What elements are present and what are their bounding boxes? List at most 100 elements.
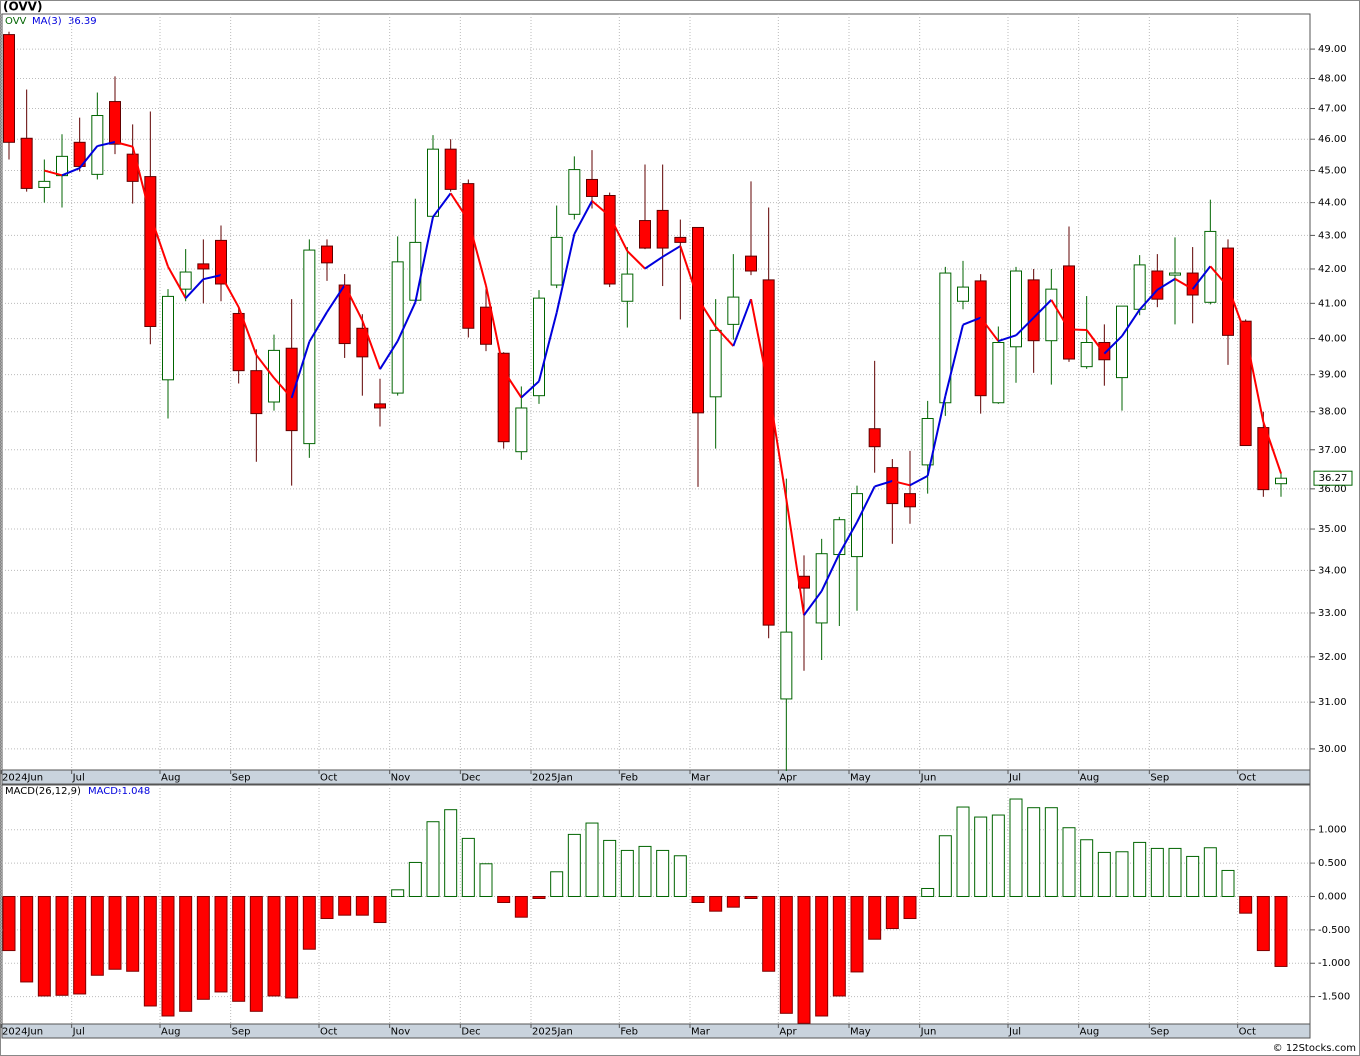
macd-bar xyxy=(1133,841,1147,897)
candle-body xyxy=(480,306,492,345)
ma-name: MA(3) xyxy=(32,16,62,27)
macd-name: MACD: xyxy=(88,786,121,797)
candle-body xyxy=(356,327,369,358)
x-tick-label: Feb xyxy=(620,773,638,784)
x-tick-label: Sep xyxy=(1150,1027,1169,1038)
x-tick-label: 2024Jun xyxy=(2,773,43,784)
ma-segment xyxy=(892,479,911,487)
symbol: OVV xyxy=(5,16,27,27)
ma-segment xyxy=(608,215,629,252)
ma-segment xyxy=(1015,316,1035,337)
candle-body xyxy=(533,297,545,397)
ma-segment xyxy=(237,306,258,356)
ma-segment xyxy=(785,499,805,616)
macd-bar xyxy=(338,895,352,916)
ma-segment xyxy=(1156,278,1176,291)
ma-segment xyxy=(97,141,116,148)
macd-bar xyxy=(179,895,193,1012)
candle-body xyxy=(268,349,280,403)
ma-segment xyxy=(573,200,593,235)
ma-segment xyxy=(379,340,399,370)
candle-body xyxy=(1257,427,1270,491)
x-tick-label: Jun xyxy=(920,773,937,784)
macd-bar xyxy=(444,809,458,897)
ma-segment xyxy=(979,317,1000,342)
macd-bar xyxy=(1239,895,1253,914)
macd-bar xyxy=(1115,851,1129,897)
candle-body xyxy=(939,272,952,404)
macd-title: MACD(26,12,9) xyxy=(5,786,81,797)
candle-body xyxy=(886,467,899,505)
macd-bar xyxy=(1256,895,1270,952)
ma-segment xyxy=(131,146,152,216)
x-tick-label: Sep xyxy=(232,1027,251,1038)
ma-segment xyxy=(1191,265,1212,290)
macd-bar xyxy=(214,895,228,993)
macd-bar xyxy=(938,835,952,897)
macd-bar xyxy=(2,895,16,952)
macd-bar xyxy=(744,895,758,899)
macd-bar xyxy=(302,895,316,950)
y-tick-label: -1.500 xyxy=(1318,992,1350,1003)
macd-bar xyxy=(232,895,246,1002)
candle-body xyxy=(515,407,528,453)
candle-body xyxy=(3,34,15,143)
ma-segment xyxy=(114,141,133,148)
candle-body xyxy=(692,226,704,414)
x-tick-label: Nov xyxy=(391,773,411,784)
macd-bar xyxy=(903,895,917,920)
ma-segment xyxy=(1174,277,1194,291)
macd-bar xyxy=(285,895,299,999)
macd-bar xyxy=(461,837,475,897)
macd-bar xyxy=(726,895,740,908)
ma-segment xyxy=(998,334,1017,343)
candle-body xyxy=(586,178,598,197)
y-tick-label: 35.00 xyxy=(1318,524,1347,535)
macd-bar xyxy=(868,895,882,940)
candle-body xyxy=(109,101,121,145)
x-tick-label: Jul xyxy=(1008,773,1021,784)
ma-segment xyxy=(714,326,735,347)
candle-body xyxy=(974,280,987,397)
y-tick-label: 0.500 xyxy=(1318,858,1347,869)
candle-body xyxy=(921,418,934,466)
candle-body xyxy=(232,312,245,372)
ma-segment xyxy=(361,320,381,370)
macd-bar xyxy=(161,895,175,1017)
ma-segment xyxy=(1103,335,1123,355)
x-tick-label: Mar xyxy=(691,1027,711,1038)
y-tick-label: 37.00 xyxy=(1318,445,1347,456)
macd-bar xyxy=(196,895,210,1000)
candle-body xyxy=(674,236,687,243)
x-tick-label: Jul xyxy=(72,1027,85,1038)
x-tick-label: Nov xyxy=(391,1027,411,1038)
macd-bar xyxy=(1150,847,1164,897)
candle-body xyxy=(656,209,669,249)
ma-segment xyxy=(485,285,505,371)
macd-bar xyxy=(479,863,493,897)
ma-segment xyxy=(926,395,947,477)
macd-bar xyxy=(832,895,846,997)
ma-segment xyxy=(203,274,222,281)
macd-bar xyxy=(974,816,988,897)
candle-body xyxy=(1045,288,1058,342)
macd-bar xyxy=(497,895,511,903)
price-panel xyxy=(1,13,1311,771)
ma-segment xyxy=(591,200,611,217)
candle-body xyxy=(780,631,793,700)
ma-segment xyxy=(679,245,699,300)
y-tick-label: 48.00 xyxy=(1318,73,1347,84)
y-tick-label: 0.000 xyxy=(1318,891,1347,902)
ma-value: 36.39 xyxy=(68,16,97,27)
ma-segment xyxy=(502,370,523,399)
macd-bar xyxy=(267,895,281,997)
macd-value: -1.048 xyxy=(118,786,150,797)
macd-bar xyxy=(779,895,793,1014)
y-tick-label: 36.00 xyxy=(1318,484,1347,495)
ma-segment xyxy=(149,214,169,267)
y-tick-label: 41.00 xyxy=(1318,298,1347,309)
ma-segment xyxy=(856,486,876,523)
x-tick-label: Oct xyxy=(320,773,337,784)
macd-bar xyxy=(550,871,564,897)
